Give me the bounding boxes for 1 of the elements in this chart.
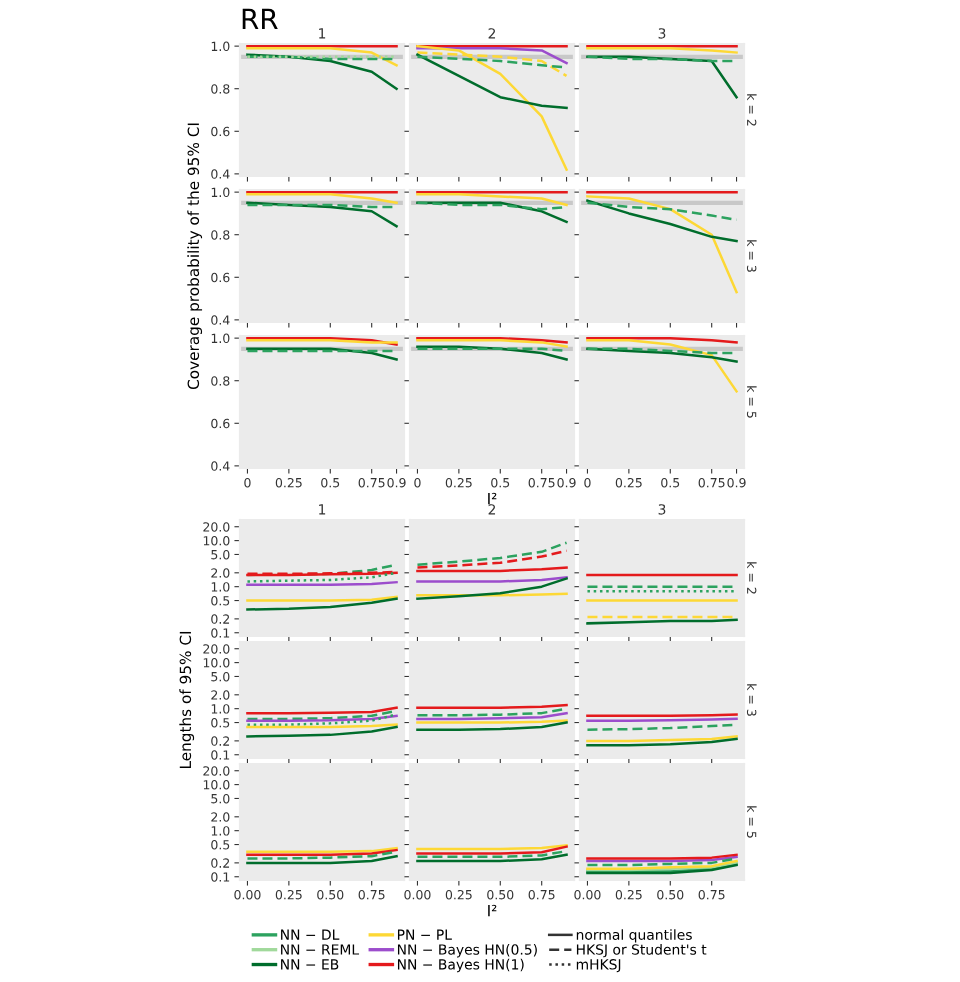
- text: RR: [242, 8, 278, 30]
